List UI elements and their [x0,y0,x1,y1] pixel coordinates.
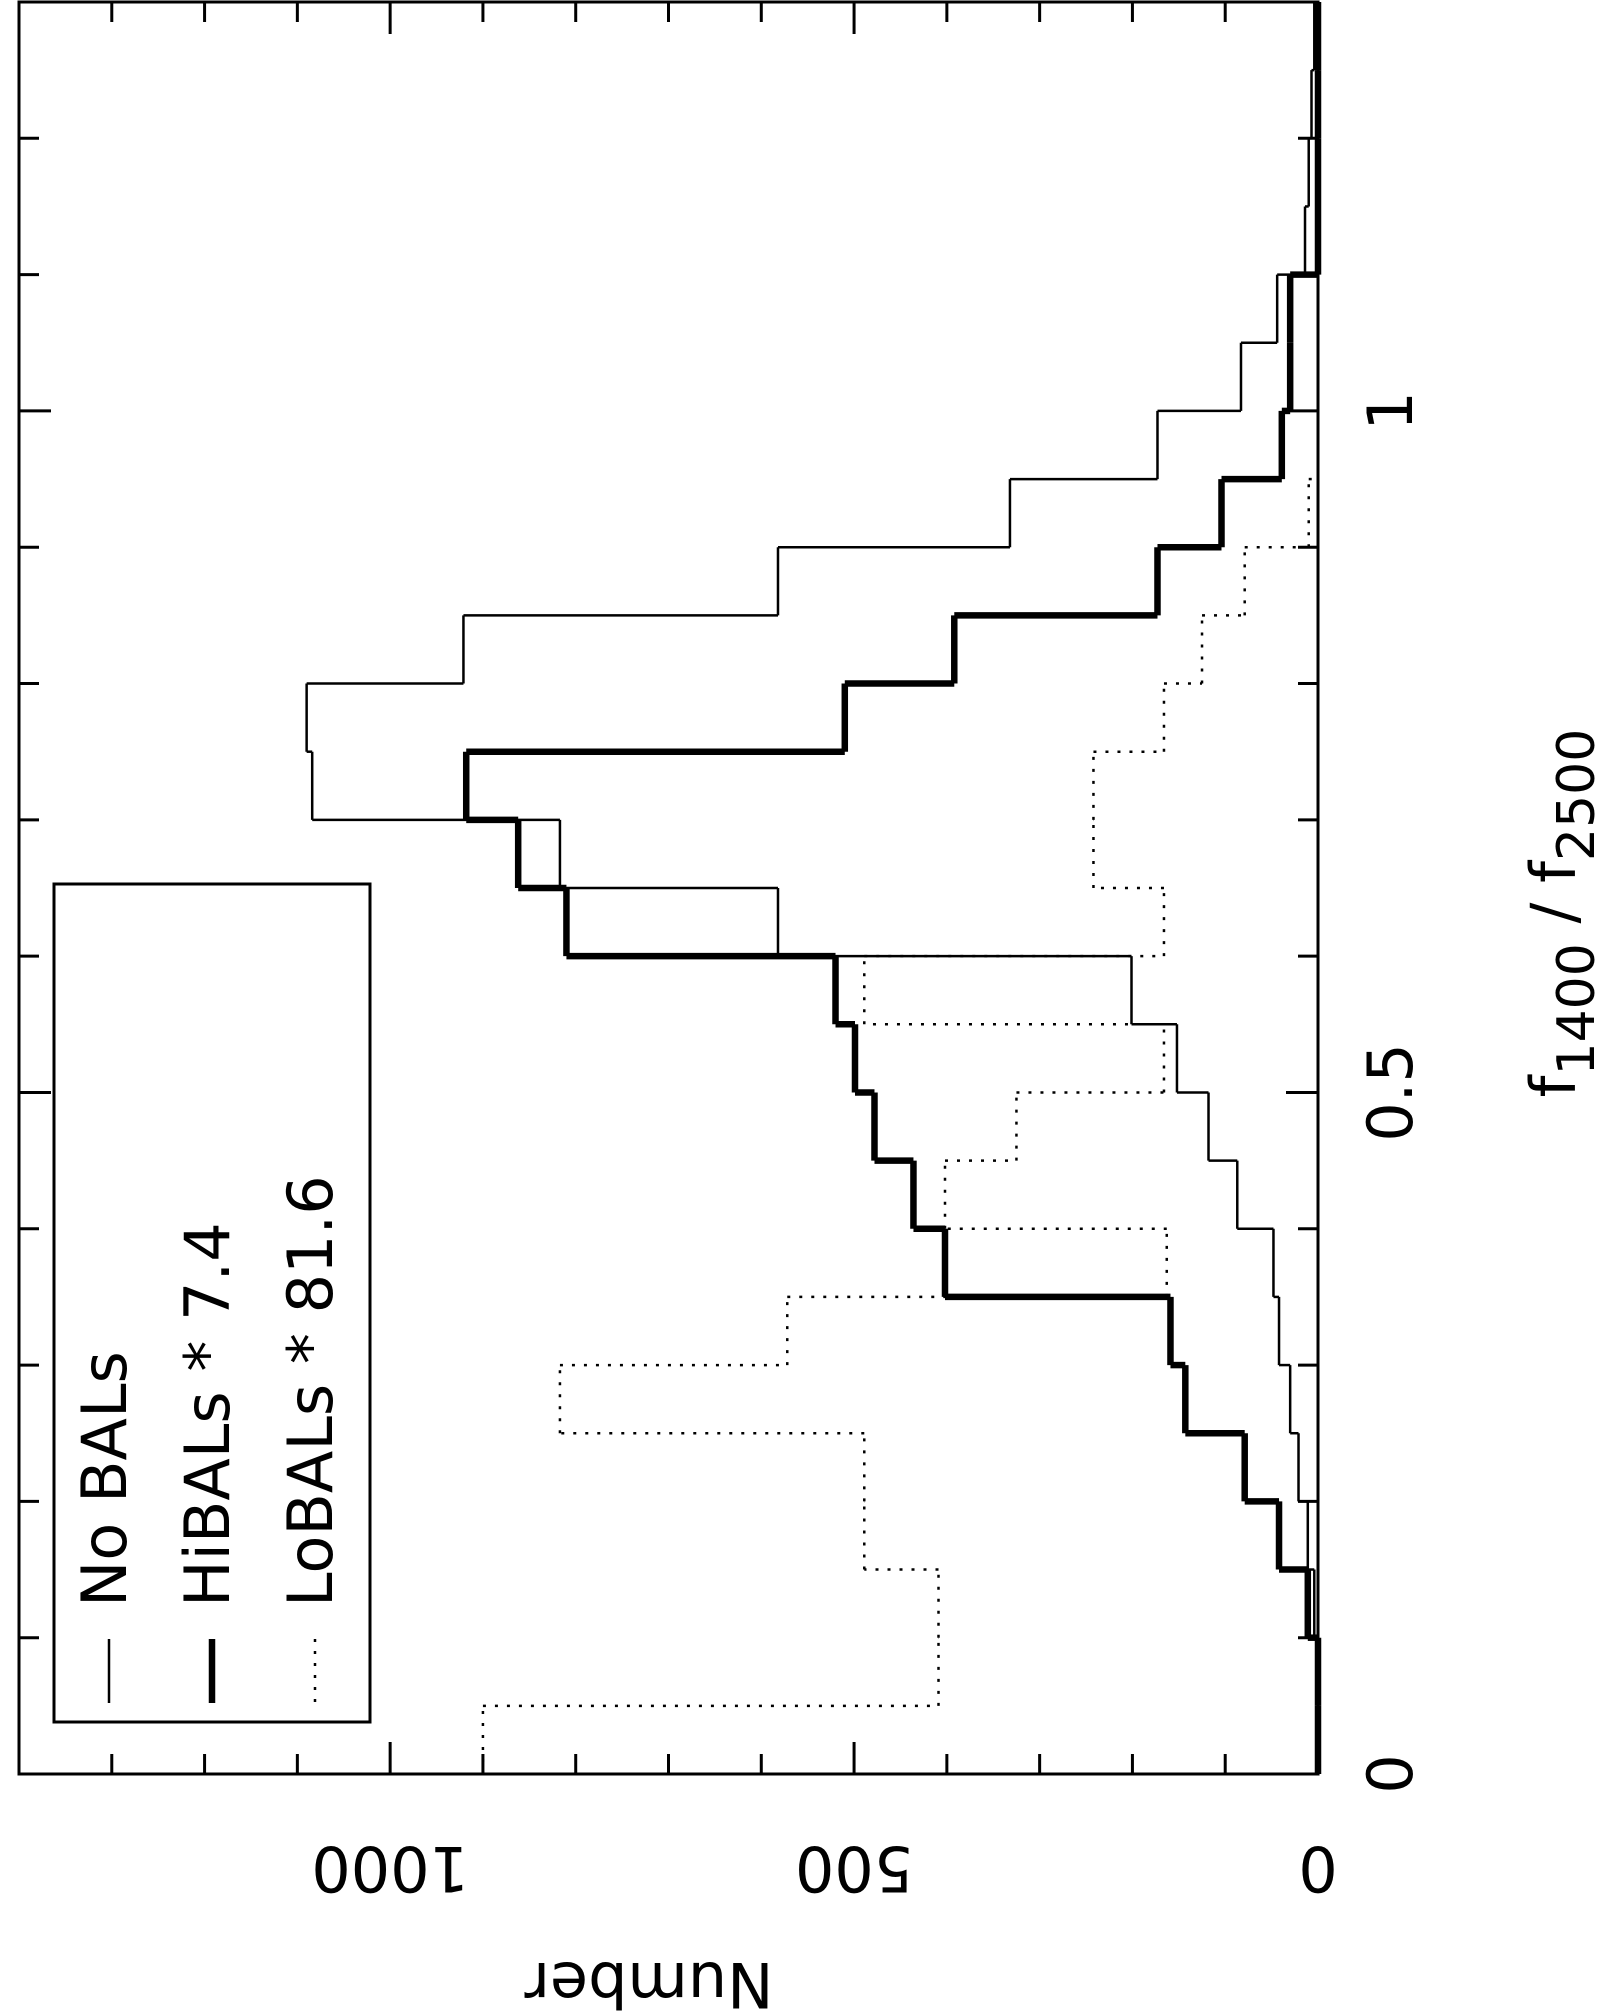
y-tick-label: 0 [1298,1832,1337,1905]
x-axis-title-part: / f [1517,859,1590,943]
x-axis-title-subscript: 2500 [1547,729,1607,861]
y-axis-title: Number [524,1948,774,2016]
x-axis-title-part: f [1517,1073,1590,1097]
x-tick-label: 1 [1354,391,1427,430]
x-tick-label: 0.5 [1354,1043,1427,1142]
y-tick-label: 1000 [311,1832,469,1905]
x-axis-title: f1400 / f2500 [1517,729,1607,1098]
legend-box [52,882,372,1724]
legend-label: HiBALs * 7.4 [171,1222,244,1607]
legend-label: No BALs [68,1351,141,1607]
x-axis-title-subscript: 1400 [1547,943,1607,1075]
x-tick-label: 0 [1354,1754,1427,1793]
legend-label: LoBALs * 81.6 [274,1175,347,1607]
y-tick-label: 500 [795,1832,913,1905]
